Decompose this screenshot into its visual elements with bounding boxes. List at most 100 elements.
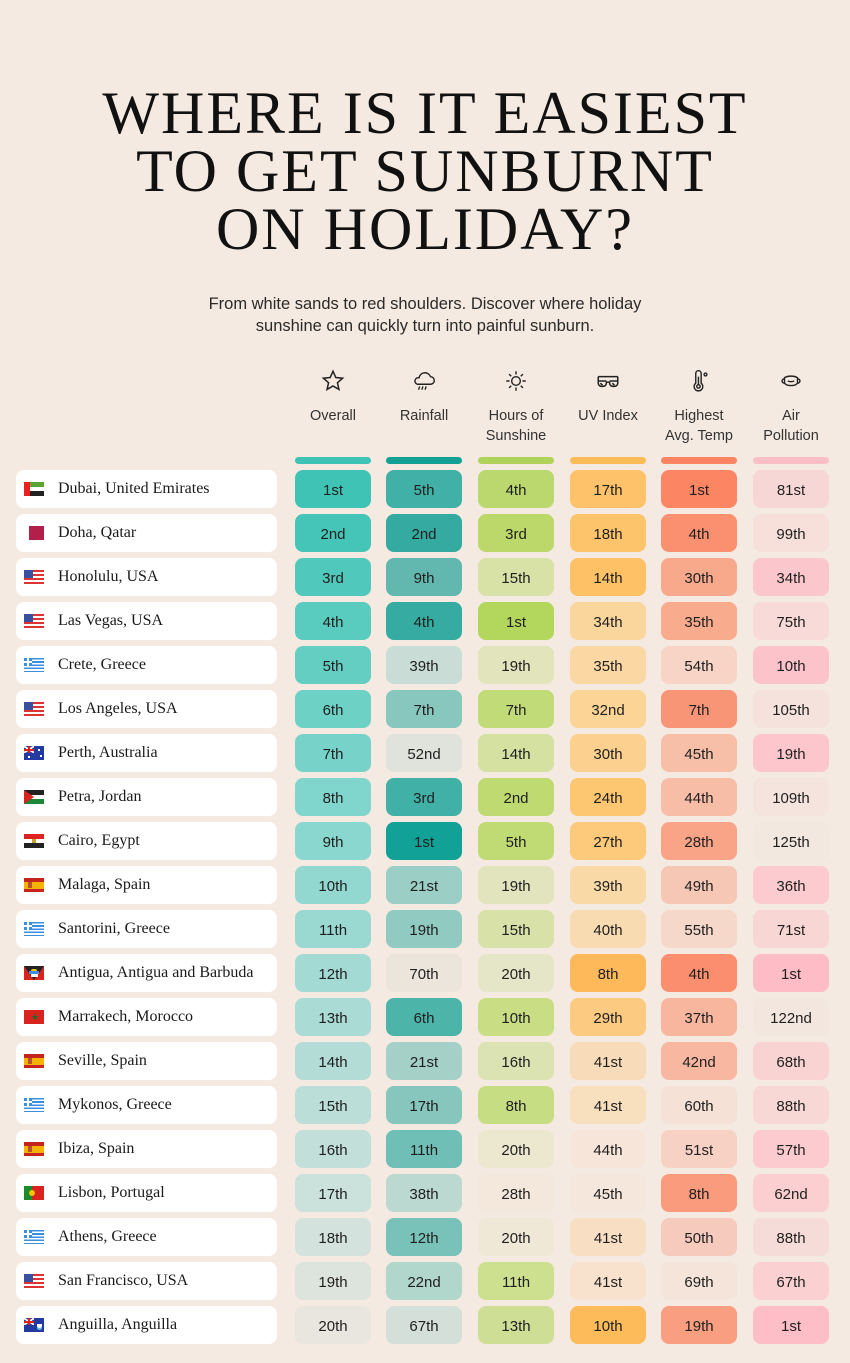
- rank-cell-temp: 51st: [661, 1130, 737, 1168]
- rank-cell-overall: 7th: [295, 734, 371, 772]
- rank-cell-sunshine: 7th: [478, 690, 554, 728]
- rank-cell-sunshine: 5th: [478, 822, 554, 860]
- rank-cell-overall: 12th: [295, 954, 371, 992]
- city-name: Ibiza, Spain: [58, 1140, 135, 1157]
- city-name: Doha, Qatar: [58, 524, 137, 541]
- rank-cell-sunshine: 13th: [478, 1306, 554, 1344]
- rank-cell-overall: 20th: [295, 1306, 371, 1344]
- rank-cell-temp: 37th: [661, 998, 737, 1036]
- column-label: Air: [782, 408, 800, 424]
- city-name: Petra, Jordan: [58, 788, 142, 805]
- rank-cell-temp: 7th: [661, 690, 737, 728]
- rank-cell-sunshine: 2nd: [478, 778, 554, 816]
- rank-cell-pollution: 10th: [753, 646, 829, 684]
- city-name: Santorini, Greece: [58, 920, 170, 937]
- column-label: Avg. Temp: [665, 428, 733, 444]
- rank-cell-rainfall: 7th: [386, 690, 462, 728]
- subtitle-line: sunshine can quickly turn into painful s…: [255, 317, 595, 335]
- rank-cell-sunshine: 10th: [478, 998, 554, 1036]
- rank-cell-temp: 50th: [661, 1218, 737, 1256]
- rank-cell-pollution: 105th: [753, 690, 829, 728]
- rank-cell-uv: 34th: [570, 602, 646, 640]
- rank-cell-rainfall: 38th: [386, 1174, 462, 1212]
- city-label-card: Mykonos, Greece: [16, 1086, 277, 1124]
- city-label-card: Lisbon, Portugal: [16, 1174, 277, 1212]
- rank-cell-uv: 41st: [570, 1218, 646, 1256]
- flag-australia-icon: [24, 746, 44, 760]
- rank-cell-uv: 17th: [570, 470, 646, 508]
- city-name: Honolulu, USA: [58, 568, 159, 585]
- rank-cell-rainfall: 67th: [386, 1306, 462, 1344]
- sun-icon: [471, 366, 561, 396]
- city-label-card: Los Angeles, USA: [16, 690, 277, 728]
- flag-greece-icon: [24, 658, 44, 672]
- rank-cell-temp: 55th: [661, 910, 737, 948]
- city-label-card: Santorini, Greece: [16, 910, 277, 948]
- rank-cell-pollution: 88th: [753, 1086, 829, 1124]
- column-label: Pollution: [763, 428, 819, 444]
- city-label-card: Crete, Greece: [16, 646, 277, 684]
- city-name: Los Angeles, USA: [58, 700, 178, 717]
- rank-cell-temp: 28th: [661, 822, 737, 860]
- flag-spain-icon: [24, 1054, 44, 1068]
- city-label-card: Doha, Qatar: [16, 514, 277, 552]
- rank-cell-sunshine: 28th: [478, 1174, 554, 1212]
- flag-spain-icon: [24, 878, 44, 892]
- rank-cell-uv: 45th: [570, 1174, 646, 1212]
- title-line: WHERE IS IT EASIEST: [102, 80, 748, 146]
- rank-cell-sunshine: 20th: [478, 1130, 554, 1168]
- rank-cell-pollution: 122nd: [753, 998, 829, 1036]
- rank-cell-temp: 4th: [661, 954, 737, 992]
- flag-greece-icon: [24, 1098, 44, 1112]
- city-label-card: Cairo, Egypt: [16, 822, 277, 860]
- rank-cell-overall: 10th: [295, 866, 371, 904]
- face-mask-icon: [746, 366, 836, 396]
- column-header-rainfall: Rainfall: [379, 366, 469, 426]
- rank-cell-sunshine: 14th: [478, 734, 554, 772]
- column-color-bar-pollution: [753, 457, 829, 464]
- flag-greece-icon: [24, 1230, 44, 1244]
- rank-cell-overall: 5th: [295, 646, 371, 684]
- rank-cell-sunshine: 1st: [478, 602, 554, 640]
- rank-cell-rainfall: 4th: [386, 602, 462, 640]
- rank-cell-pollution: 62nd: [753, 1174, 829, 1212]
- rank-cell-rainfall: 6th: [386, 998, 462, 1036]
- rank-cell-rainfall: 1st: [386, 822, 462, 860]
- rank-cell-overall: 9th: [295, 822, 371, 860]
- subtitle-line: From white sands to red shoulders. Disco…: [208, 295, 642, 313]
- column-label: Overall: [310, 408, 356, 424]
- rank-cell-rainfall: 5th: [386, 470, 462, 508]
- rank-cell-temp: 4th: [661, 514, 737, 552]
- rank-cell-temp: 69th: [661, 1262, 737, 1300]
- flag-portugal-icon: [24, 1186, 44, 1200]
- rank-cell-pollution: 1st: [753, 954, 829, 992]
- rank-cell-pollution: 36th: [753, 866, 829, 904]
- rank-cell-overall: 14th: [295, 1042, 371, 1080]
- column-header-overall: Overall: [288, 366, 378, 426]
- rank-cell-sunshine: 19th: [478, 646, 554, 684]
- rank-cell-temp: 8th: [661, 1174, 737, 1212]
- city-label-card: Ibiza, Spain: [16, 1130, 277, 1168]
- rank-cell-overall: 11th: [295, 910, 371, 948]
- rank-cell-uv: 8th: [570, 954, 646, 992]
- thermometer-icon: [654, 366, 744, 396]
- title-line: ON HOLIDAY?: [215, 196, 635, 262]
- flag-usa-icon: [24, 570, 44, 584]
- city-name: Crete, Greece: [58, 656, 146, 673]
- rank-cell-pollution: 34th: [753, 558, 829, 596]
- city-label-card: Seville, Spain: [16, 1042, 277, 1080]
- city-label-card: Petra, Jordan: [16, 778, 277, 816]
- flag-qatar-icon: [24, 526, 44, 540]
- rank-cell-rainfall: 70th: [386, 954, 462, 992]
- rank-cell-sunshine: 20th: [478, 1218, 554, 1256]
- city-label-card: Antigua, Antigua and Barbuda: [16, 954, 277, 992]
- rank-cell-uv: 14th: [570, 558, 646, 596]
- city-label-card: San Francisco, USA: [16, 1262, 277, 1300]
- flag-anguilla-icon: [24, 1318, 44, 1332]
- rank-cell-rainfall: 2nd: [386, 514, 462, 552]
- rank-cell-overall: 15th: [295, 1086, 371, 1124]
- rank-cell-uv: 41st: [570, 1042, 646, 1080]
- rank-cell-rainfall: 22nd: [386, 1262, 462, 1300]
- flag-egypt-icon: [24, 834, 44, 848]
- rank-cell-uv: 24th: [570, 778, 646, 816]
